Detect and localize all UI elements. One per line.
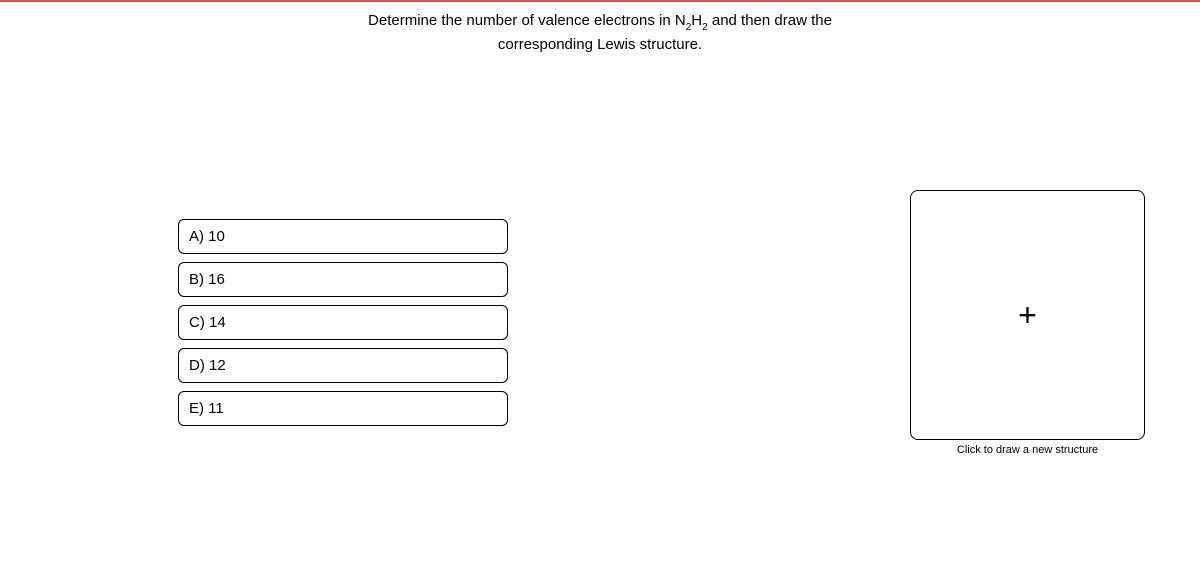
subscript-n2: 2 [686,22,692,33]
structure-caption: Click to draw a new structure [910,444,1145,456]
question-line-1: Determine the number of valence electron… [0,10,1200,34]
structure-draw-area: + Click to draw a new structure [910,190,1145,456]
question-prompt: Determine the number of valence electron… [0,10,1200,57]
option-label: E) 11 [189,400,224,417]
subscript-h2: 2 [702,22,708,33]
option-label: C) 14 [189,314,226,331]
question-text-segment: H [691,12,702,29]
option-e[interactable]: E) 11 [178,391,508,426]
option-label: A) 10 [189,228,225,245]
top-accent-border [0,0,1200,2]
structure-canvas-button[interactable]: + [910,190,1145,440]
question-text-segment: Determine the number of valence electron… [368,12,686,29]
option-a[interactable]: A) 10 [178,219,508,254]
question-text-segment: and then draw the [708,12,832,29]
option-label: D) 12 [189,357,226,374]
answer-options: A) 10 B) 16 C) 14 D) 12 E) 11 [178,219,508,434]
plus-icon: + [1018,299,1037,331]
option-c[interactable]: C) 14 [178,305,508,340]
option-d[interactable]: D) 12 [178,348,508,383]
option-b[interactable]: B) 16 [178,262,508,297]
option-label: B) 16 [189,271,225,288]
question-line-2: corresponding Lewis structure. [0,34,1200,57]
